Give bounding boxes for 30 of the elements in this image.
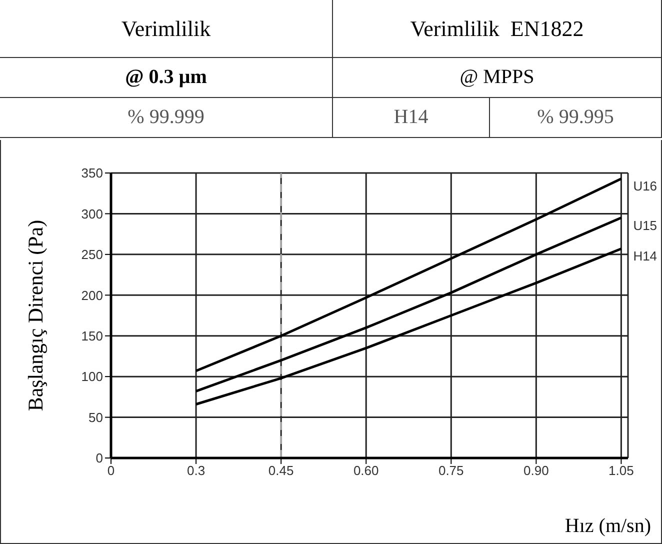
x-tick-label: 0.3 (186, 463, 206, 478)
y-tick-label: 50 (88, 410, 103, 425)
line-series (194, 247, 622, 406)
x-tick-label: 0.60 (353, 463, 379, 478)
x-tick-label: 1.05 (608, 463, 634, 478)
series-label: U16 (633, 178, 658, 194)
x-tick-label: 0.90 (524, 463, 549, 478)
y-tick-label: 250 (81, 247, 103, 262)
y-tick-label: 100 (81, 369, 103, 384)
line-series (194, 216, 622, 392)
text: Verimlilik (0, 0, 333, 58)
text: @ 0.3 µm (0, 58, 333, 98)
x-tick-label: 0 (107, 463, 115, 478)
series-label: U15 (633, 218, 658, 233)
y-tick-label: 350 (81, 166, 103, 181)
text: H14 (333, 98, 490, 138)
x-tick-label: 0.45 (268, 463, 294, 478)
y-tick-label: 200 (81, 288, 103, 303)
text: % 99.999 (0, 98, 333, 138)
text: Verimlilik EN1822 (333, 0, 662, 58)
text: % 99.995 (490, 98, 662, 138)
y-tick-label: 150 (81, 328, 103, 344)
x-tick-label: 0.75 (438, 463, 464, 478)
x-axis-title: Hız (m/sn) (564, 515, 651, 537)
y-tick-label: 0 (96, 450, 103, 466)
line-series (194, 177, 622, 372)
y-axis-title: Başlangıç Direnci (Pa) (23, 220, 48, 412)
y-tick-label: 300 (81, 206, 103, 222)
text: @ MPPS (333, 58, 662, 98)
series-label: H14 (633, 248, 658, 264)
